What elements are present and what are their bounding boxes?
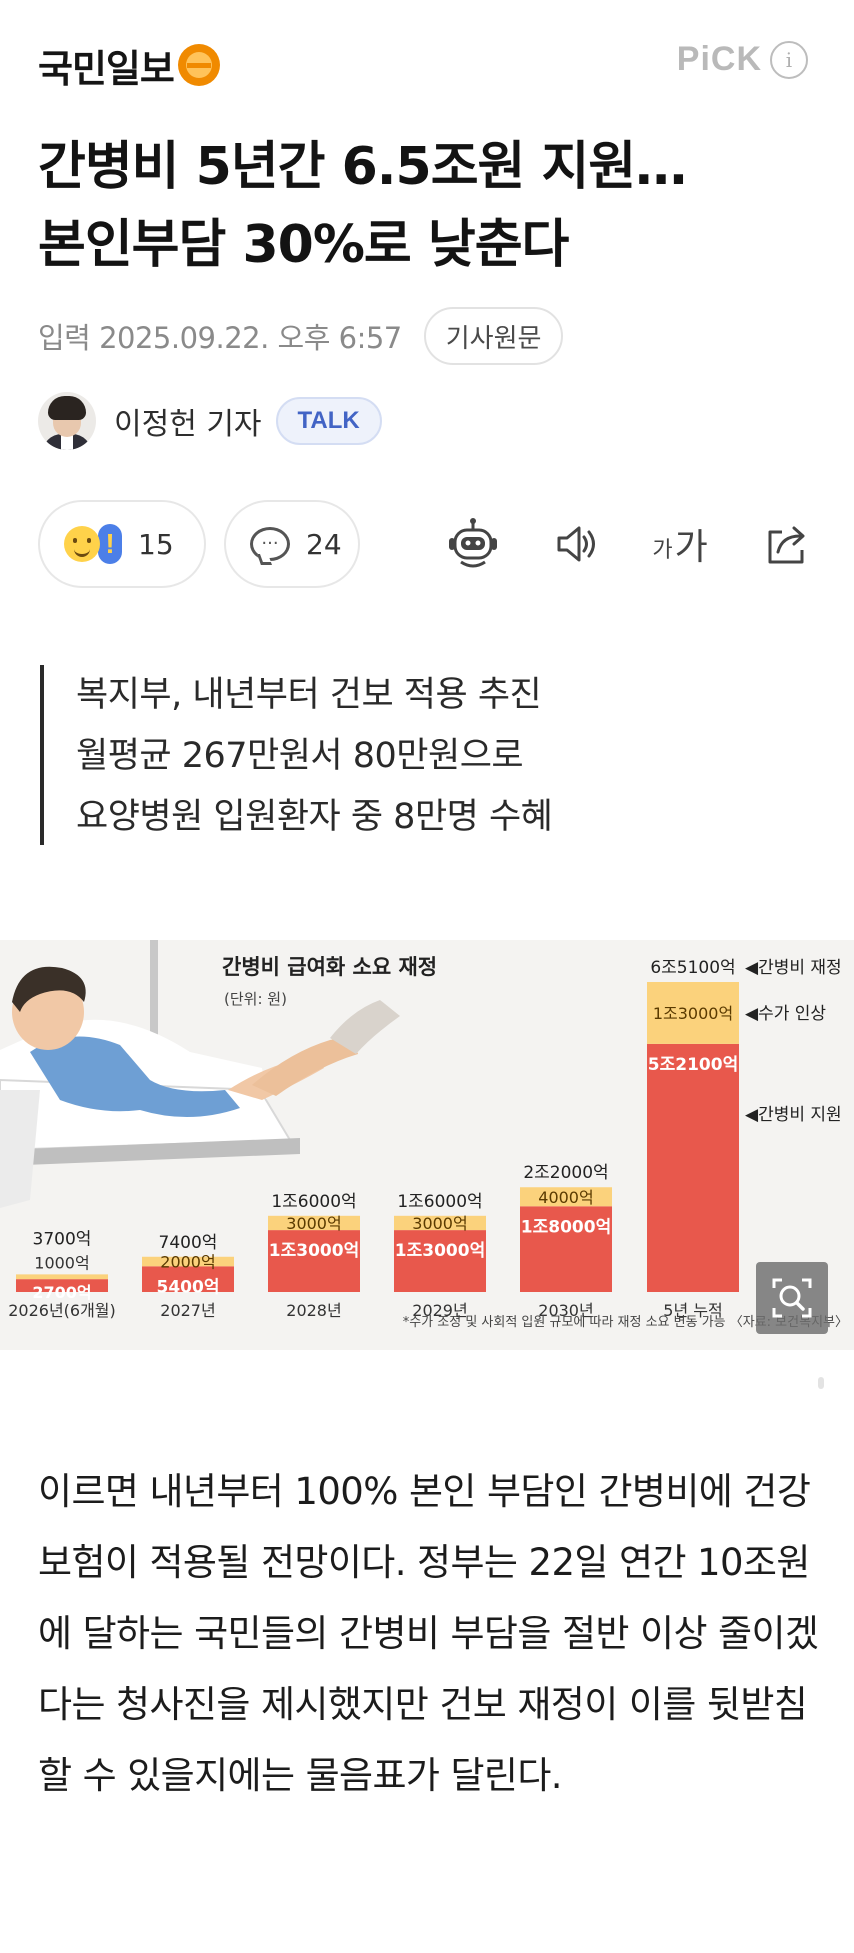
article-summary: 복지부, 내년부터 건보 적용 추진 월평균 267만원서 80만원으로 요양병… bbox=[40, 665, 800, 845]
bar-support bbox=[647, 1043, 739, 1292]
headline-line: 간병비 5년간 6.5조원 지원… bbox=[38, 137, 687, 197]
bar-chart: 간병비 급여화 소요 재정 (단위: 원) 2700억 1000억 3700억 2026… bbox=[0, 940, 848, 1330]
article-headline: 간병비 5년간 6.5조원 지원… 본인부담 30%로 낮춘다 bbox=[38, 128, 828, 284]
data-label-total: 7400억 bbox=[159, 1233, 218, 1253]
data-label-support: 5조2100억 bbox=[648, 1055, 738, 1075]
author-row: 이정헌 기자 TALK bbox=[38, 392, 382, 450]
x-tick-label: 2030년 bbox=[538, 1301, 593, 1320]
data-label-total: 1조6000억 bbox=[271, 1192, 356, 1212]
chart-source-note: *수가 조정 및 사회적 입원 규모에 따라 재정 소요 변동 가능 〈자료: … bbox=[403, 1315, 848, 1330]
comment-bubble-icon: ··· bbox=[250, 527, 290, 561]
annotation-support: ◀간병비 지원 bbox=[745, 1105, 842, 1125]
bar-fee-increase bbox=[268, 1215, 360, 1231]
summary-line: 월평균 267만원서 80만원으로 bbox=[76, 736, 524, 776]
data-label-fee: 1000억 bbox=[34, 1253, 89, 1272]
article-body: 이르면 내년부터 100% 본인 부담인 간병비에 건강보험이 적용될 전망이다… bbox=[38, 1470, 819, 1797]
meta-row: 입력 2025.09.22. 오후 6:57 기사원문 bbox=[38, 305, 564, 367]
data-label-support: 1조8000억 bbox=[521, 1217, 611, 1237]
data-label-total: 1조6000억 bbox=[397, 1192, 482, 1212]
share-button[interactable] bbox=[756, 514, 816, 574]
bar-support bbox=[268, 1230, 360, 1292]
font-size-small-glyph: 가 bbox=[652, 538, 673, 563]
zoom-image-button[interactable] bbox=[756, 1262, 828, 1334]
data-label-total: 6조5100억 bbox=[650, 958, 735, 978]
summary-bot-button[interactable] bbox=[443, 514, 503, 574]
bar-fee-increase bbox=[142, 1256, 234, 1267]
bar-fee-increase bbox=[16, 1274, 108, 1280]
reaction-count: 15 bbox=[138, 527, 174, 561]
talk-button[interactable]: TALK bbox=[275, 397, 382, 445]
summary-line: 요양병원 입원환자 중 8만명 수혜 bbox=[76, 797, 553, 837]
x-tick-label: 2028년 bbox=[286, 1301, 341, 1320]
bar-fee-increase bbox=[520, 1187, 612, 1207]
share-icon bbox=[768, 526, 805, 564]
publish-date: 입력 2025.09.22. 오후 6:57 bbox=[38, 321, 402, 355]
data-label-total: 3700억 bbox=[33, 1229, 92, 1249]
bar-support bbox=[520, 1206, 612, 1292]
x-tick-label: 2026년(6개월) bbox=[8, 1301, 116, 1320]
original-article-button[interactable]: 기사원문 bbox=[423, 307, 564, 365]
annotation-fee: ◀수가 인상 bbox=[745, 1004, 826, 1024]
chart-header: 간병비 급여화 소요 재정 (단위: 원) bbox=[222, 955, 437, 1008]
chart-title: 간병비 급여화 소요 재정 bbox=[222, 955, 437, 979]
pick-badge[interactable]: PiCK i bbox=[677, 40, 808, 79]
exclamation-icon: ! bbox=[98, 524, 122, 564]
x-tick-label: 2029년 bbox=[412, 1301, 467, 1320]
author-name[interactable]: 이정헌 기자 bbox=[114, 407, 262, 442]
listen-button[interactable] bbox=[546, 514, 606, 574]
chart-bars: 2700억 1000억 3700억 2026년(6개월) 5400억 2000억7400억… bbox=[8, 958, 848, 1330]
x-tick-label: 5년 누적 bbox=[663, 1301, 722, 1320]
data-label-fee: 4000억 bbox=[538, 1188, 593, 1207]
brand-logo[interactable]: 국민일보 bbox=[38, 38, 220, 92]
annotation-total: ◀간병비 재정 bbox=[745, 958, 842, 978]
image-scroll-indicator bbox=[818, 1377, 824, 1389]
infographic[interactable]: 간병비 급여화 소요 재정 (단위: 원) 2700억 1000억 3700억 2026… bbox=[0, 940, 854, 1350]
font-size-icon: 가 bbox=[674, 527, 708, 568]
data-label-fee: 2000억 bbox=[160, 1253, 215, 1272]
data-label-support: 2700억 bbox=[32, 1283, 91, 1302]
robot-icon bbox=[449, 518, 497, 568]
data-label-fee: 3000억 bbox=[412, 1214, 467, 1233]
zoom-icon bbox=[772, 1278, 812, 1318]
brand-emblem-icon bbox=[177, 44, 220, 86]
comment-button[interactable]: ··· 24 bbox=[224, 500, 360, 588]
pick-label: PiCK bbox=[676, 40, 762, 78]
summary-line: 복지부, 내년부터 건보 적용 추진 bbox=[76, 675, 542, 715]
brand-name: 국민일보 bbox=[38, 46, 175, 91]
x-tick-label: 2027년 bbox=[160, 1301, 215, 1320]
bar-support bbox=[16, 1279, 108, 1292]
avatar[interactable] bbox=[38, 392, 96, 450]
bar-fee-increase bbox=[394, 1215, 486, 1231]
bar-fee-increase bbox=[647, 982, 739, 1044]
data-label-fee: 1조3000억 bbox=[653, 1004, 733, 1023]
reaction-button[interactable]: ! 15 bbox=[38, 500, 206, 588]
data-label-support: 5400억 bbox=[157, 1277, 220, 1297]
smile-emoji-icon bbox=[64, 526, 100, 562]
chart-subtitle: (단위: 원) bbox=[224, 990, 287, 1008]
comment-count: 24 bbox=[306, 527, 342, 561]
data-label-support: 1조3000억 bbox=[395, 1241, 485, 1261]
data-label-total: 2조2000억 bbox=[523, 1163, 608, 1183]
headline-line: 본인부담 30%로 낮춘다 bbox=[38, 215, 569, 275]
data-label-support: 1조3000억 bbox=[269, 1241, 359, 1261]
bar-support bbox=[394, 1230, 486, 1292]
bar-support bbox=[142, 1266, 234, 1292]
data-label-fee: 3000억 bbox=[286, 1214, 341, 1233]
speaker-icon bbox=[557, 526, 595, 562]
patient-illustration bbox=[0, 940, 400, 1208]
info-icon[interactable]: i bbox=[770, 40, 808, 79]
